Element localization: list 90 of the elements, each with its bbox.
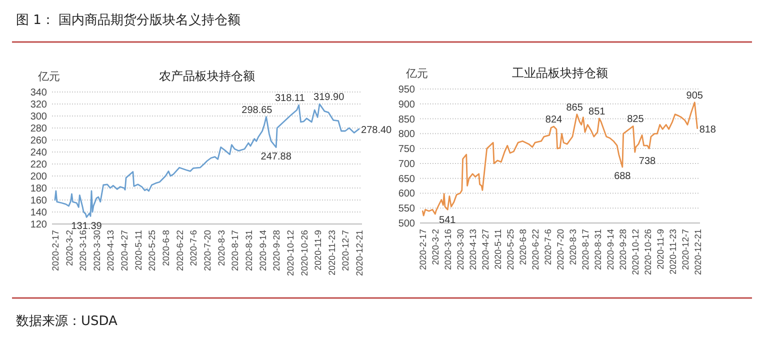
line-series <box>422 102 698 216</box>
x-tick-label: 2020-9-14 <box>258 230 268 272</box>
y-axis-title: 亿元 <box>37 70 60 83</box>
source-note: 数据来源：USDA <box>16 314 118 329</box>
y-tick-label: 800 <box>398 129 416 140</box>
x-tick-label: 2020-11-9 <box>655 229 666 270</box>
y-tick-label: 900 <box>398 99 416 110</box>
x-tick-label: 2020-7-20 <box>556 229 566 270</box>
x-tick-label: 2020-3-30 <box>92 230 102 272</box>
y-tick-label: 340 <box>30 88 48 98</box>
x-tick-label: 2020-7-20 <box>202 230 212 272</box>
annotation: 818 <box>699 124 716 136</box>
x-tick-label: 2020-6-8 <box>161 230 172 266</box>
annotation: 824 <box>545 114 563 126</box>
x-tick-label: 2020-8-17 <box>230 230 240 272</box>
y-tick-label: 700 <box>398 158 416 170</box>
x-tick-label: 2020-8-17 <box>580 229 590 270</box>
x-tick-label: 2020-11-23 <box>668 229 678 274</box>
x-tick-label: 2020-6-8 <box>518 229 528 266</box>
x-tick-label: 2020-11-9 <box>313 230 324 270</box>
annotation: 319.90 <box>314 92 345 104</box>
x-tick-label: 2020-8-3 <box>216 230 226 266</box>
x-tick-label: 2020-12-7 <box>680 229 690 270</box>
y-tick-label: 950 <box>398 84 416 96</box>
x-tick-label: 2020-3-16 <box>78 230 88 272</box>
x-tick-label: 2020-4-13 <box>106 230 116 272</box>
x-tick-label: 2020-10-12 <box>630 229 640 276</box>
y-tick-label: 160 <box>30 196 48 206</box>
annotation: 318.11 <box>274 93 306 104</box>
chart-title: 农产品板块持仓额 <box>159 69 255 83</box>
y-tick-label: 200 <box>30 172 48 182</box>
y-axis-title: 亿元 <box>405 67 428 80</box>
y-tick-label: 260 <box>30 136 48 146</box>
x-tick-label: 2020-2-17 <box>418 229 428 270</box>
annotation: 825 <box>627 114 644 126</box>
x-tick-label: 2020-2-17 <box>50 230 60 272</box>
annotation: 865 <box>566 102 584 114</box>
y-tick-label: 140 <box>30 208 48 218</box>
x-tick-label: 2020-6-22 <box>530 229 541 270</box>
y-tick-label: 180 <box>30 184 48 194</box>
x-tick-label: 2020-8-31 <box>592 229 603 270</box>
y-tick-label: 850 <box>398 114 416 126</box>
x-tick-label: 2020-12-21 <box>692 229 703 276</box>
y-tick-label: 600 <box>398 188 416 200</box>
annotation: 851 <box>588 106 606 118</box>
x-tick-label: 2020-9-28 <box>618 229 628 270</box>
x-tick-label: 2020-3-30 <box>456 229 466 270</box>
chart-title: 工业品板块持仓额 <box>512 66 608 80</box>
x-tick-label: 2020-12-7 <box>340 230 351 272</box>
y-tick-label: 320 <box>30 100 48 110</box>
y-tick-label: 650 <box>398 174 416 185</box>
x-tick-label: 2020-4-27 <box>120 230 130 272</box>
line-series <box>54 103 360 218</box>
x-tick-label: 2020-11-23 <box>326 230 337 276</box>
x-tick-label: 2020-4-27 <box>480 229 491 270</box>
x-tick-label: 2020-8-3 <box>568 229 578 266</box>
x-tick-label: 2020-9-28 <box>272 230 282 272</box>
x-tick-label: 2020-10-12 <box>285 230 296 276</box>
x-tick-label: 2020-3-2 <box>430 229 441 266</box>
x-tick-label: 2020-3-16 <box>443 229 454 270</box>
y-tick-label: 550 <box>398 204 416 215</box>
x-tick-label: 2020-10-26 <box>642 229 653 276</box>
x-tick-label: 2020-10-26 <box>299 230 310 276</box>
x-tick-label: 2020-5-11 <box>493 229 504 270</box>
annotation: 298.65 <box>242 104 273 116</box>
annotation: 738 <box>638 156 656 168</box>
x-tick-label: 2020-7-6 <box>543 229 554 266</box>
annotation: 541 <box>439 214 456 226</box>
x-tick-label: 2020-5-11 <box>133 230 144 270</box>
x-tick-label: 2020-7-6 <box>188 230 199 266</box>
caption: 图 1： 国内商品期货分版块名义持仓额 <box>16 13 241 28</box>
x-tick-label: 2020-12-21 <box>354 230 365 276</box>
y-tick-label: 120 <box>30 220 48 230</box>
y-tick-label: 500 <box>398 218 416 230</box>
y-tick-label: 220 <box>30 160 48 170</box>
x-tick-label: 2020-5-25 <box>506 229 516 270</box>
x-tick-label: 2020-5-25 <box>147 230 158 272</box>
y-tick-label: 750 <box>398 144 416 156</box>
annotation: 247.88 <box>260 151 292 162</box>
x-tick-label: 2020-6-22 <box>174 230 185 272</box>
annotation: 278.40 <box>361 124 392 136</box>
annotation: 688 <box>614 171 632 182</box>
x-tick-label: 2020-9-14 <box>605 229 616 270</box>
x-tick-label: 2020-3-2 <box>64 230 74 266</box>
y-tick-label: 300 <box>30 112 48 122</box>
x-tick-label: 2020-4-13 <box>468 229 478 270</box>
annotation: 905 <box>686 90 704 102</box>
y-tick-label: 240 <box>30 148 48 158</box>
x-tick-label: 2020-8-31 <box>244 230 254 272</box>
y-tick-label: 280 <box>30 124 48 134</box>
